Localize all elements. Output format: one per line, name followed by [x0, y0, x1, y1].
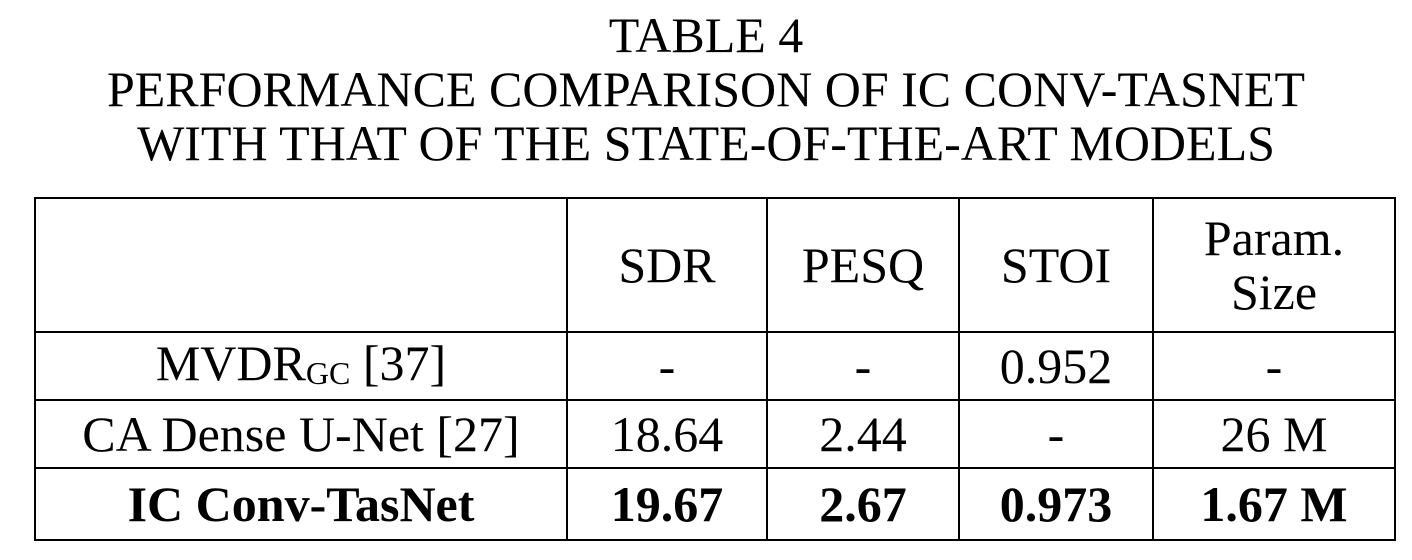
param-size-cell: 1.67 M	[1152, 467, 1396, 541]
table-title-line-2: WITH THAT OF THE STATE-OF-THE-ART MODELS	[137, 115, 1275, 171]
sdr-cell: 18.64	[566, 399, 768, 469]
model-name-cell: IC Conv-TasNet	[34, 467, 568, 541]
header-corner-cell	[34, 197, 568, 333]
model-name-cell: CA Dense U-Net [27]	[34, 399, 568, 469]
model-name-subscript: GC	[305, 355, 351, 391]
header-row: SDR PESQ STOI Param. Size	[34, 197, 1396, 333]
table-caption: TABLE 4 PERFORMANCE COMPARISON OF IC CON…	[0, 8, 1412, 170]
sdr-cell: 19.67	[566, 467, 768, 541]
header-param-line-2: Size	[1230, 264, 1318, 320]
table-row-ca-dense-unet: CA Dense U-Net [27] 18.64 2.44 - 26 M	[34, 399, 1396, 469]
header-param-line-1: Param.	[1203, 210, 1345, 266]
header-pesq: PESQ	[766, 197, 960, 333]
comparison-table: SDR PESQ STOI Param. Size MVDRGC [37] - …	[34, 197, 1396, 541]
stoi-cell: 0.952	[958, 331, 1154, 401]
header-param-size: Param. Size	[1152, 197, 1396, 333]
table-row-mvdr: MVDRGC [37] - - 0.952 -	[34, 331, 1396, 401]
stoi-cell: -	[958, 399, 1154, 469]
param-size-cell: -	[1152, 331, 1396, 401]
pesq-cell: 2.44	[766, 399, 960, 469]
model-name-ref: [37]	[350, 335, 447, 391]
param-size-cell: 26 M	[1152, 399, 1396, 469]
table-row-ic-conv-tasnet: IC Conv-TasNet 19.67 2.67 0.973 1.67 M	[34, 467, 1396, 541]
sdr-cell: -	[566, 331, 768, 401]
model-name-cell: MVDRGC [37]	[34, 331, 568, 401]
pesq-cell: -	[766, 331, 960, 401]
header-stoi: STOI	[958, 197, 1154, 333]
table-label: TABLE 4	[608, 7, 804, 63]
table-title-line-1: PERFORMANCE COMPARISON OF IC CONV-TASNET	[106, 61, 1306, 117]
model-name-main: MVDR	[155, 335, 306, 391]
pesq-cell: 2.67	[766, 467, 960, 541]
header-sdr: SDR	[566, 197, 768, 333]
stoi-cell: 0.973	[958, 467, 1154, 541]
